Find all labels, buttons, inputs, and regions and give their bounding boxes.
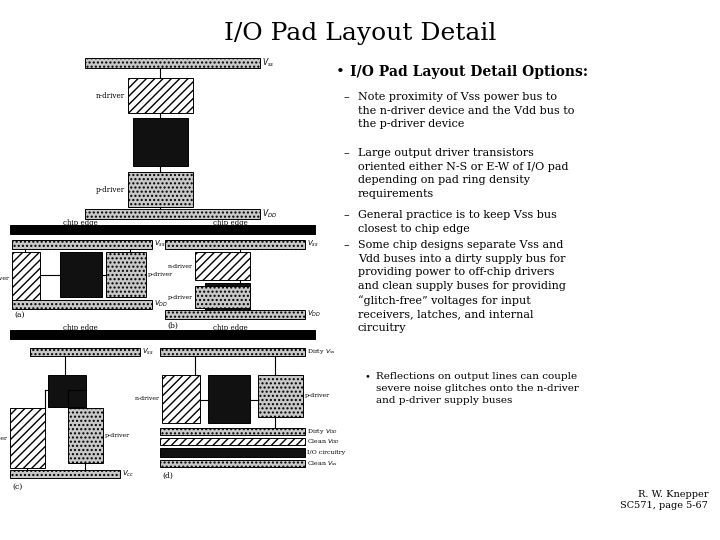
- Text: chip edge: chip edge: [212, 219, 248, 227]
- Text: R. W. Knepper
SC571, page 5-67: R. W. Knepper SC571, page 5-67: [620, 490, 708, 510]
- Text: Clean $V_{DD}$: Clean $V_{DD}$: [307, 437, 340, 446]
- Text: I/O Pad Layout Detail Options:: I/O Pad Layout Detail Options:: [350, 65, 588, 79]
- Bar: [162, 375, 200, 423]
- Text: $V_{cc}$: $V_{cc}$: [122, 469, 134, 479]
- Text: Dirty $V_{ss}$: Dirty $V_{ss}$: [307, 348, 336, 356]
- Bar: [205, 283, 250, 315]
- Text: Large output driver transistors
oriented either N-S or E-W of I/O pad
depending : Large output driver transistors oriented…: [358, 148, 569, 199]
- Text: $V_{DD}$: $V_{DD}$: [307, 309, 321, 319]
- Text: –: –: [344, 210, 350, 220]
- Bar: [10, 330, 315, 339]
- Text: $V_{DD}$: $V_{DD}$: [262, 208, 277, 220]
- Text: n-driver: n-driver: [0, 275, 10, 280]
- Bar: [10, 470, 120, 478]
- Text: $V_{ss}$: $V_{ss}$: [262, 57, 275, 69]
- Text: chip edge: chip edge: [63, 324, 97, 332]
- Bar: [128, 78, 193, 113]
- Text: chip edge: chip edge: [212, 324, 248, 332]
- Text: Some chip designs separate Vss and
Vdd buses into a dirty supply bus for
providi: Some chip designs separate Vss and Vdd b…: [358, 240, 566, 333]
- Text: n-driver: n-driver: [135, 396, 160, 402]
- Bar: [165, 310, 305, 319]
- Text: Clean $V_{ss}$: Clean $V_{ss}$: [307, 459, 338, 468]
- Text: p-driver: p-driver: [168, 294, 193, 300]
- Text: •: •: [336, 65, 345, 79]
- Text: Reflections on output lines can couple
severe noise glitches onto the n-driver
a: Reflections on output lines can couple s…: [376, 372, 579, 406]
- Text: •: •: [364, 372, 370, 381]
- Text: I/O Pad Layout Detail: I/O Pad Layout Detail: [224, 22, 496, 45]
- Bar: [160, 438, 305, 445]
- Text: n-driver: n-driver: [168, 264, 193, 268]
- Text: –: –: [344, 92, 350, 102]
- Bar: [133, 118, 188, 166]
- Bar: [85, 58, 260, 68]
- Text: $V_{ss}$: $V_{ss}$: [307, 239, 319, 249]
- Text: Note proximity of Vss power bus to
the n-driver device and the Vdd bus to
the p-: Note proximity of Vss power bus to the n…: [358, 92, 575, 129]
- Text: $V_{DD}$: $V_{DD}$: [154, 299, 168, 309]
- Text: –: –: [344, 240, 350, 250]
- Text: p-driver: p-driver: [148, 272, 173, 277]
- Bar: [195, 286, 250, 308]
- Bar: [128, 172, 193, 207]
- Text: n-driver: n-driver: [0, 435, 8, 441]
- Text: (d): (d): [162, 472, 173, 480]
- Text: (b): (b): [167, 322, 178, 330]
- Bar: [160, 348, 305, 356]
- Bar: [85, 209, 260, 219]
- Bar: [48, 375, 86, 407]
- Text: (c): (c): [12, 483, 22, 491]
- Bar: [160, 448, 305, 457]
- Bar: [10, 225, 315, 234]
- Bar: [160, 460, 305, 467]
- Text: $V_{ss}$: $V_{ss}$: [142, 347, 154, 357]
- Bar: [165, 240, 305, 249]
- Bar: [10, 408, 45, 468]
- Bar: [12, 252, 40, 304]
- Text: Dirty $V_{DD}$: Dirty $V_{DD}$: [307, 427, 338, 436]
- Text: n-driver: n-driver: [96, 91, 125, 99]
- Text: I/O circuitry: I/O circuitry: [307, 450, 345, 455]
- Text: p-driver: p-driver: [96, 186, 125, 193]
- Text: $V_{ss}$: $V_{ss}$: [154, 239, 166, 249]
- Text: General practice is to keep Vss bus
closest to chip edge: General practice is to keep Vss bus clos…: [358, 210, 557, 234]
- Bar: [106, 252, 146, 297]
- Text: p-driver: p-driver: [305, 394, 330, 399]
- Bar: [12, 300, 152, 309]
- Bar: [30, 348, 140, 356]
- Bar: [195, 252, 250, 280]
- Text: –: –: [344, 148, 350, 158]
- Bar: [208, 375, 250, 423]
- Bar: [68, 408, 103, 463]
- Bar: [12, 240, 152, 249]
- Bar: [60, 252, 102, 297]
- Bar: [258, 375, 303, 417]
- Text: (a): (a): [14, 311, 24, 319]
- Bar: [160, 428, 305, 435]
- Text: chip edge: chip edge: [63, 219, 97, 227]
- Text: p-driver: p-driver: [105, 433, 130, 438]
